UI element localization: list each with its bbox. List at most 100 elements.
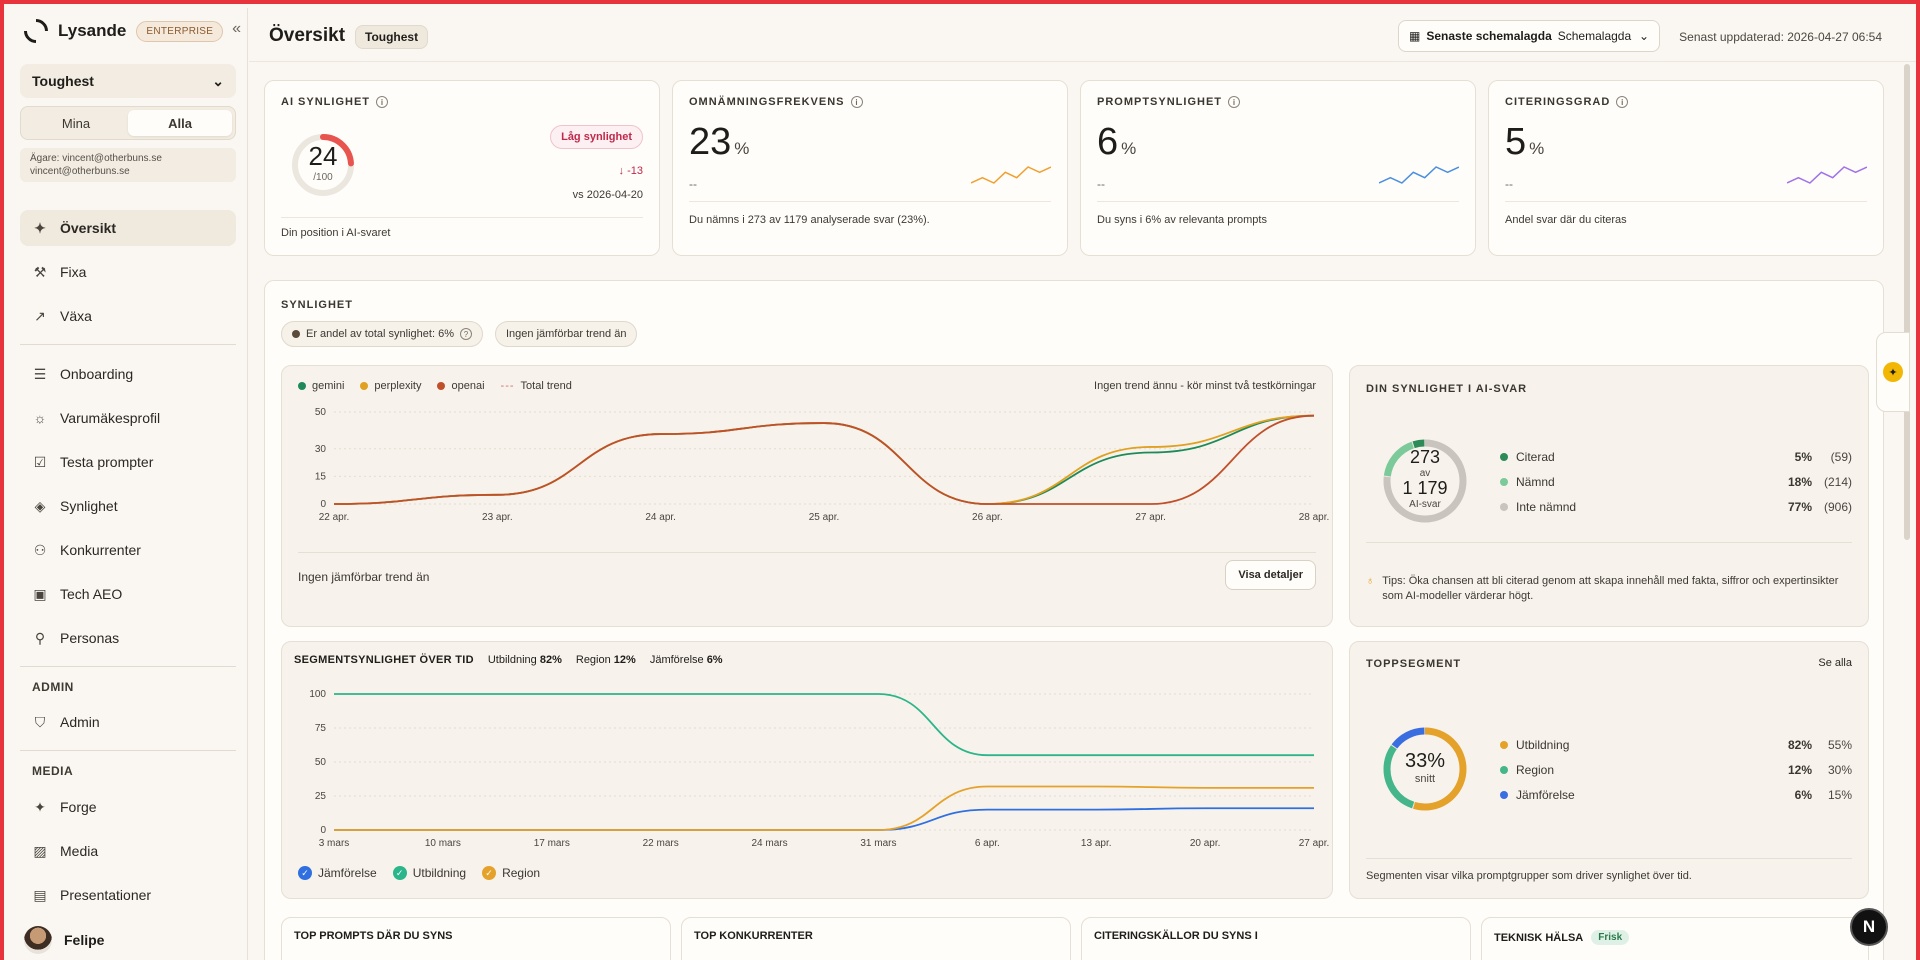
x-tick-label: 31 mars (860, 838, 896, 849)
legend-label: gemini (312, 380, 345, 392)
info-icon[interactable]: i (850, 96, 863, 108)
legend-label: openai (451, 380, 485, 392)
sidebar-item-media[interactable]: ▨ Media (20, 833, 236, 869)
legend-openai[interactable]: openai (437, 380, 485, 392)
sidebar-item-label: Admin (60, 714, 100, 730)
stat-label: Inte nämnd (1516, 500, 1577, 514)
info-icon[interactable]: i (1228, 96, 1241, 108)
score-gauge (292, 134, 354, 196)
x-tick-label: 22 apr. (319, 512, 350, 523)
kpi-label: OMNÄMNINGSFREKVENS i (689, 96, 863, 108)
divider (20, 344, 236, 345)
y-tick-label: 100 (309, 689, 326, 700)
stat-label: Jämförelse (1516, 788, 1575, 802)
stat-dot (1500, 453, 1508, 461)
kpi-value: 6 (1097, 121, 1119, 163)
stat-label-wrap: Jämförelse (1500, 788, 1772, 802)
card-title: DIN SYNLIGHET I AI-SVAR (1366, 383, 1528, 395)
series-line-jämförelse (334, 807, 1314, 831)
toggle-mine[interactable]: Mina (61, 115, 91, 131)
collapse-sidebar-icon[interactable]: « (232, 20, 241, 37)
stat-label: Citerad (1516, 450, 1555, 464)
schedule-select[interactable]: ▦ Senaste schemalagda Schemalagda ⌄ (1398, 20, 1660, 52)
stat-pct: 5% (1794, 450, 1812, 464)
see-all-link[interactable]: Se alla (1818, 657, 1852, 669)
segment-stat: Jämförelse 6% (650, 654, 723, 666)
y-tick-label: 30 (315, 444, 327, 455)
sidebar-item-admin[interactable]: ⛉ Admin (20, 704, 236, 740)
segment-stat-label: Jämförelse (649, 654, 704, 666)
view-details-button[interactable]: Visa detaljer (1225, 560, 1316, 590)
toggle-all[interactable]: Alla (128, 110, 232, 136)
next-dev-badge[interactable]: N (1850, 908, 1888, 946)
divider (689, 201, 1051, 202)
legend-jamforelse[interactable]: ✓ Jämförelse (298, 866, 377, 880)
workspace-select[interactable]: Toughest ⌄ (20, 64, 236, 98)
image-icon: ▨ (33, 842, 47, 859)
legend-utbildning[interactable]: ✓ Utbildning (392, 866, 467, 880)
x-tick-label: 24 apr. (645, 512, 676, 523)
last-updated: Senast uppdaterad: 2026-04-27 06:54 (1679, 30, 1882, 44)
section-title: SYNLIGHET (281, 299, 353, 311)
sidebar: Lysande ENTERPRISE « Toughest ⌄ Mina All… (8, 8, 248, 960)
segment-title: SEGMENTSYNLIGHET ÖVER TID (294, 654, 474, 666)
brand-name: Lysande (58, 21, 127, 40)
help-icon[interactable]: ? (459, 328, 472, 340)
sidebar-item-tech-aeo[interactable]: ▣ Tech AEO (20, 576, 236, 612)
kpi-label-text: PROMPTSYNLIGHET (1097, 96, 1223, 108)
kpi-prompt-visibility: PROMPTSYNLIGHET i 6% -- Du syns i 6% av … (1080, 80, 1476, 256)
sidebar-item-fixa[interactable]: ⚒ Fixa (20, 254, 236, 290)
info-icon[interactable]: i (1616, 96, 1629, 108)
tip-box: ♁ Tips: Öka chansen att bli citerad geno… (1366, 574, 1852, 604)
no-trend-note: Ingen trend ännu - kör minst två testkör… (1094, 380, 1316, 392)
kpi-delta: -- (1505, 177, 1513, 191)
sidebar-item-label: Testa prompter (60, 454, 154, 470)
kpi-label-text: CITERINGSGRAD (1505, 96, 1611, 108)
sidebar-item-konkurrenter[interactable]: ⚇ Konkurrenter (20, 532, 236, 568)
sidebar-item-onboarding[interactable]: ☰ Onboarding (20, 356, 236, 392)
legend-total-trend[interactable]: --- Total trend (501, 380, 572, 392)
score-value-wrap: 24 /100 (289, 141, 357, 183)
top-competitors-card: TOP KONKURRENTER (681, 917, 1071, 960)
scrollbar[interactable] (1904, 64, 1910, 540)
dashed-line-icon: --- (500, 380, 515, 392)
sidebar-item-forge[interactable]: ✦ Forge (20, 789, 236, 825)
user-menu[interactable]: Felipe (24, 926, 104, 954)
stat-pct: 12% (1787, 763, 1812, 777)
segment-stat-label: Utbildning (487, 654, 537, 666)
series-line-region (334, 785, 1314, 831)
sidebar-item-testa-prompter[interactable]: ☑ Testa prompter (20, 444, 236, 480)
segment-legend: ✓ Jämförelse ✓ Utbildning ✓ Region (298, 866, 540, 880)
sidebar-item-oversikt[interactable]: ✦ Översikt (20, 210, 236, 246)
legend-dot (360, 382, 369, 390)
donut-segment (1383, 439, 1467, 523)
brand[interactable]: Lysande ENTERPRISE (19, 14, 224, 48)
sidebar-item-personas[interactable]: ⚲ Personas (20, 620, 236, 656)
technical-health-card: TEKNISK HÄLSA Frisk (1481, 917, 1869, 960)
info-icon[interactable]: i (376, 96, 389, 108)
workspace-chip: Toughest (355, 25, 429, 49)
stat-row-cited: Citerad 5% (59) (1500, 450, 1852, 464)
sidebar-item-presentationer[interactable]: ▤ Presentationer (20, 877, 236, 913)
stat-pct: 18% (1787, 475, 1812, 489)
top-segment-donut (1383, 727, 1467, 811)
divider (20, 666, 236, 667)
legend-perplexity[interactable]: perplexity (360, 380, 421, 392)
legend-region[interactable]: ✓ Region (482, 866, 540, 880)
divider (1505, 201, 1867, 202)
sidebar-item-label: Synlighet (60, 498, 118, 514)
kpi-value-wrap: 5% (1505, 121, 1544, 164)
donut-center: 33% snitt (1380, 750, 1470, 785)
legend-gemini[interactable]: gemini (298, 380, 344, 392)
sidebar-item-varumakesprofil[interactable]: ☼ Varumäkesprofil (20, 400, 236, 436)
x-tick-label: 13 apr. (1081, 838, 1112, 849)
divider (298, 552, 1316, 553)
stat-label-wrap: Region (1500, 763, 1772, 777)
stat-label-wrap: Inte nämnd (1500, 500, 1772, 514)
segment-chart-card: SEGMENTSYNLIGHET ÖVER TID Utbildning 82%… (281, 641, 1333, 899)
legend-label: Utbildning (412, 866, 467, 880)
sidebar-item-synlighet[interactable]: ◈ Synlighet (20, 488, 236, 524)
sidebar-item-vaxa[interactable]: ↗ Växa (20, 298, 236, 334)
avatar (24, 926, 52, 954)
assistant-launcher[interactable]: ✦ (1876, 332, 1910, 412)
